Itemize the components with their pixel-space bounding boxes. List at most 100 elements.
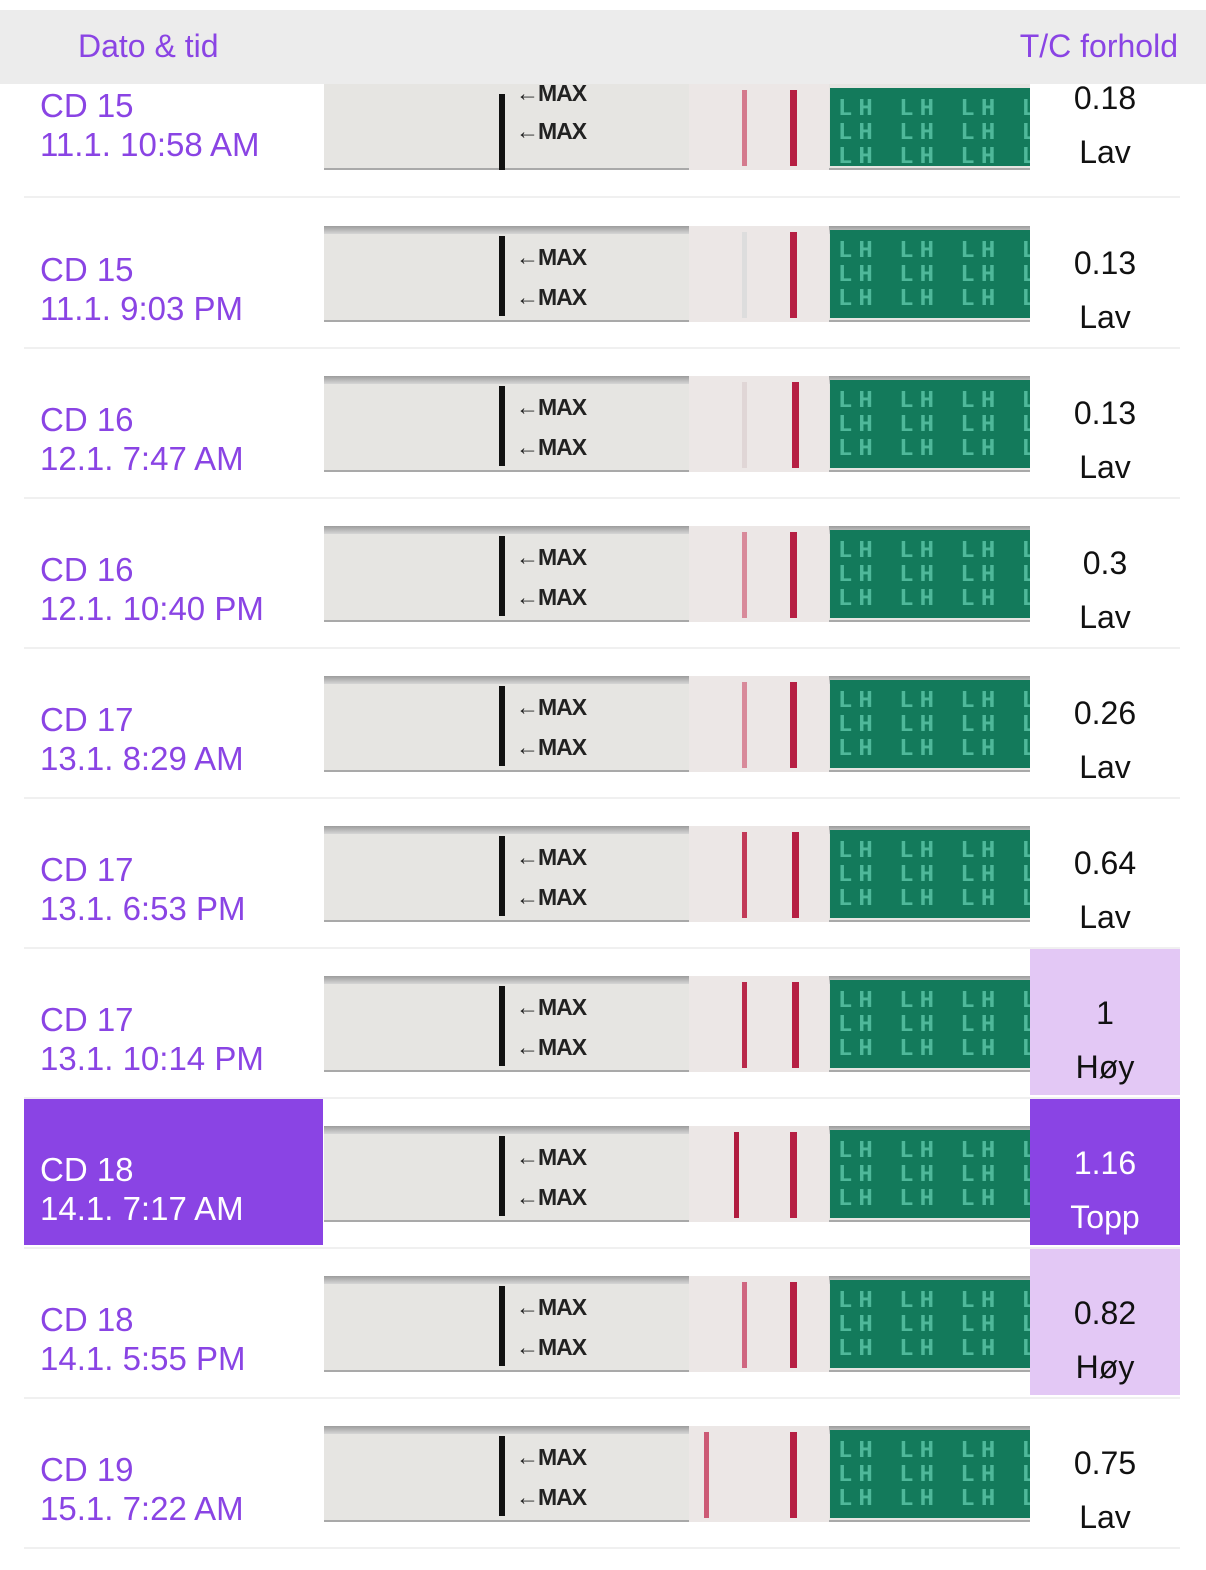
result-window — [689, 226, 829, 322]
list-item[interactable]: CD 19 15.1. 7:22 AM ←MAX ←MAX LH LH LH LH … — [0, 1399, 1206, 1549]
tc-ratio-value: 0.18 — [1073, 80, 1137, 116]
strip-dip-marker — [499, 236, 505, 316]
max-line-label: ←MAX — [516, 584, 587, 610]
tc-ratio-value: 0.3 — [1082, 545, 1128, 581]
cycle-day: CD 15 — [40, 251, 134, 288]
control-line — [790, 232, 797, 318]
date-cell: CD 15 11.1. 10:58 AM — [24, 84, 323, 194]
date-time-column-header[interactable]: Dato & tid — [78, 28, 219, 64]
result-window — [689, 526, 829, 622]
strip-brand-label: LH LH LH LH LH LH LH LH LH LH LH LH — [830, 1430, 1030, 1518]
cycle-day: CD 16 — [40, 401, 134, 438]
max-line-label: ←MAX — [516, 1334, 587, 1360]
ratio-cell: 0.75 Lav — [1030, 1399, 1180, 1545]
tc-ratio-value: 0.26 — [1073, 695, 1137, 731]
max-line-label: ←MAX — [516, 1034, 587, 1060]
strip-dip-marker — [499, 686, 505, 766]
ratio-cell: 0.82 Høy — [1030, 1249, 1180, 1395]
max-line-label: ←MAX — [516, 434, 587, 460]
strip-brand-label: LH LH LH LH LH LH LH LH LH LH LH LH — [830, 230, 1030, 318]
strip-brand-label: LH LH LH LH LH LH LH LH LH LH LH LH — [830, 1280, 1030, 1368]
list-item[interactable]: CD 15 11.1. 10:58 AM ←MAX ←MAX LH LH LH LH… — [0, 80, 1206, 198]
level-label: Lav — [1079, 449, 1131, 485]
test-line — [742, 982, 747, 1068]
list-item[interactable]: CD 17 13.1. 6:53 PM ←MAX ←MAX LH LH LH LH … — [0, 799, 1206, 949]
strip-edge — [324, 226, 1030, 234]
strip-dip-marker — [499, 386, 505, 466]
test-strip-image: ←MAX ←MAX LH LH LH LH LH LH LH LH LH LH LH… — [324, 526, 1030, 622]
table-header: Dato & tid T/C forhold — [0, 10, 1206, 84]
row-divider — [24, 1247, 1180, 1249]
strip-brand-label: LH LH LH LH LH LH LH LH LH LH LH LH — [830, 1130, 1030, 1218]
level-label: Lav — [1079, 749, 1131, 785]
strip-brand-label: LH LH LH LH LH LH LH LH LH LH LH LH — [830, 680, 1030, 768]
ratio-cell: 0.13 Lav — [1030, 199, 1180, 345]
strip-dip-marker — [499, 94, 505, 170]
test-strip-image: ←MAX ←MAX LH LH LH LH LH LH LH LH LH LH LH… — [324, 84, 1030, 170]
timestamp: 15.1. 7:22 AM — [40, 1490, 244, 1527]
strip-brand-label: LH LH LH LH LH LH LH LH LH LH LH LH — [830, 380, 1030, 468]
strip-dip-marker — [499, 1286, 505, 1366]
control-line — [792, 382, 799, 468]
control-line — [790, 1282, 797, 1368]
strip-edge — [324, 976, 1030, 984]
ratio-cell: 0.18 Lav — [1030, 80, 1180, 194]
list-item[interactable]: CD 18 14.1. 7:17 AM ←MAX ←MAX LH LH LH LH … — [0, 1099, 1206, 1249]
tc-ratio-value: 0.64 — [1073, 845, 1137, 881]
ratio-cell: 1.16 Topp — [1030, 1099, 1180, 1245]
result-window — [689, 1276, 829, 1372]
timestamp: 11.1. 10:58 AM — [40, 126, 260, 163]
max-line-label: ←MAX — [516, 694, 587, 720]
cycle-day: CD 18 — [40, 1151, 134, 1188]
test-strip-image: ←MAX ←MAX LH LH LH LH LH LH LH LH LH LH LH… — [324, 826, 1030, 922]
strip-edge — [324, 1276, 1030, 1284]
test-strip-image: ←MAX ←MAX LH LH LH LH LH LH LH LH LH LH LH… — [324, 1126, 1030, 1222]
date-cell: CD 18 14.1. 5:55 PM — [24, 1249, 323, 1395]
list-item[interactable]: CD 16 12.1. 7:47 AM ←MAX ←MAX LH LH LH LH … — [0, 349, 1206, 499]
tc-ratio-column-header[interactable]: T/C forhold — [1019, 28, 1178, 64]
tc-ratio-value: 0.75 — [1073, 1445, 1137, 1481]
list-item[interactable]: CD 18 14.1. 5:55 PM ←MAX ←MAX LH LH LH LH … — [0, 1249, 1206, 1399]
list-item[interactable]: CD 17 13.1. 8:29 AM ←MAX ←MAX LH LH LH LH … — [0, 649, 1206, 799]
result-window — [689, 84, 829, 170]
date-cell: CD 17 13.1. 10:14 PM — [24, 949, 323, 1095]
timestamp: 13.1. 6:53 PM — [40, 890, 246, 927]
level-label: Høy — [1075, 1349, 1135, 1385]
timestamp: 14.1. 5:55 PM — [40, 1340, 246, 1377]
result-window — [689, 676, 829, 772]
row-divider — [24, 1397, 1180, 1399]
strip-brand-label: LH LH LH LH LH LH LH LH LH LH LH LH — [830, 830, 1030, 918]
strip-brand-label: LH LH LH LH LH LH LH LH LH LH LH LH — [830, 980, 1030, 1068]
timestamp: 13.1. 8:29 AM — [40, 740, 244, 777]
date-cell: CD 15 11.1. 9:03 PM — [24, 199, 323, 345]
date-cell: CD 16 12.1. 10:40 PM — [24, 499, 323, 645]
tc-ratio-value: 0.13 — [1073, 245, 1137, 281]
list-item[interactable]: CD 17 13.1. 10:14 PM ←MAX ←MAX LH LH LH LH… — [0, 949, 1206, 1099]
max-line-label: ←MAX — [516, 84, 587, 106]
row-divider — [24, 196, 1180, 198]
ratio-cell: 0.64 Lav — [1030, 799, 1180, 945]
level-label: Lav — [1079, 299, 1131, 335]
strip-dip-marker — [499, 1436, 505, 1516]
row-divider — [24, 1097, 1180, 1099]
level-label: Lav — [1079, 599, 1131, 635]
test-strip-image: ←MAX ←MAX LH LH LH LH LH LH LH LH LH LH LH… — [324, 226, 1030, 322]
level-label: Høy — [1075, 1049, 1135, 1085]
row-divider — [24, 797, 1180, 799]
max-line-label: ←MAX — [516, 284, 587, 310]
list-item[interactable]: CD 16 12.1. 10:40 PM ←MAX ←MAX LH LH LH LH… — [0, 499, 1206, 649]
level-label: Topp — [1070, 1199, 1140, 1235]
test-strip-image: ←MAX ←MAX LH LH LH LH LH LH LH LH LH LH LH… — [324, 1276, 1030, 1372]
row-divider — [24, 347, 1180, 349]
date-cell: CD 17 13.1. 8:29 AM — [24, 649, 323, 795]
max-line-label: ←MAX — [516, 1184, 587, 1210]
control-line — [790, 532, 797, 618]
control-line — [790, 1432, 797, 1518]
control-line — [790, 682, 797, 768]
result-window — [689, 976, 829, 1072]
strip-dip-marker — [499, 1136, 505, 1216]
list-item[interactable]: CD 15 11.1. 9:03 PM ←MAX ←MAX LH LH LH LH … — [0, 199, 1206, 349]
strip-brand-label: LH LH LH LH LH LH LH LH LH LH LH LH — [830, 530, 1030, 618]
tc-ratio-value: 0.13 — [1073, 395, 1137, 431]
date-cell: CD 18 14.1. 7:17 AM — [24, 1099, 323, 1245]
